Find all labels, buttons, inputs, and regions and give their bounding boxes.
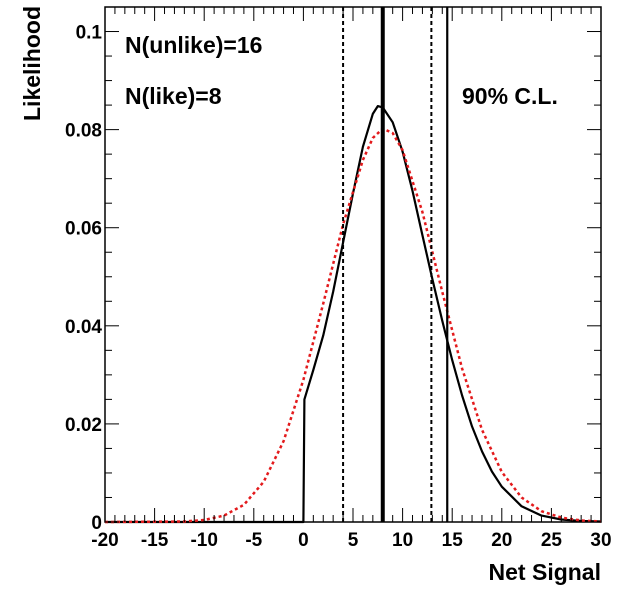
x-tick-label: 0 [298, 530, 309, 551]
x-tick-label: -20 [91, 530, 118, 551]
confidence-limit-lines [342, 7, 449, 522]
x-tick-label: 5 [348, 530, 359, 551]
x-tick-label: -15 [141, 530, 169, 551]
likelihood-curve-solid [105, 104, 602, 524]
y-tick-label: 0.06 [65, 219, 102, 240]
x-tick-label: 15 [442, 530, 464, 551]
x-tick-label: 30 [590, 530, 611, 551]
gaussian-curve-dotted [104, 127, 602, 524]
x-tick-label: 10 [392, 530, 413, 551]
x-tick-label: 20 [491, 530, 512, 551]
y-tick-label: 0.02 [65, 415, 102, 436]
annotation-n-unlike: N(unlike)=16 [125, 32, 262, 58]
axis-ticks [104, 6, 602, 523]
y-tick-label: 0.08 [65, 121, 102, 142]
x-tick-label: 25 [541, 530, 563, 551]
series-layer [104, 104, 602, 524]
y-tick-label: 0.1 [76, 23, 103, 44]
x-tick-label: -5 [245, 530, 262, 551]
y-tick-label: 0.04 [65, 317, 102, 338]
y-tick-label: 0 [91, 513, 102, 534]
x-tick-label: -10 [190, 530, 217, 551]
tick-labels: -20 -15 -10 -5 0 5 10 15 20 25 30 0 0.02 0.04 0.06 0.08… [65, 23, 612, 551]
x-axis-title: Net Signal [489, 559, 601, 585]
annotation-confidence-level: 90% C.L. [462, 83, 558, 109]
annotation-n-like: N(like)=8 [125, 83, 222, 109]
y-axis-title: Likelihood [19, 6, 45, 121]
